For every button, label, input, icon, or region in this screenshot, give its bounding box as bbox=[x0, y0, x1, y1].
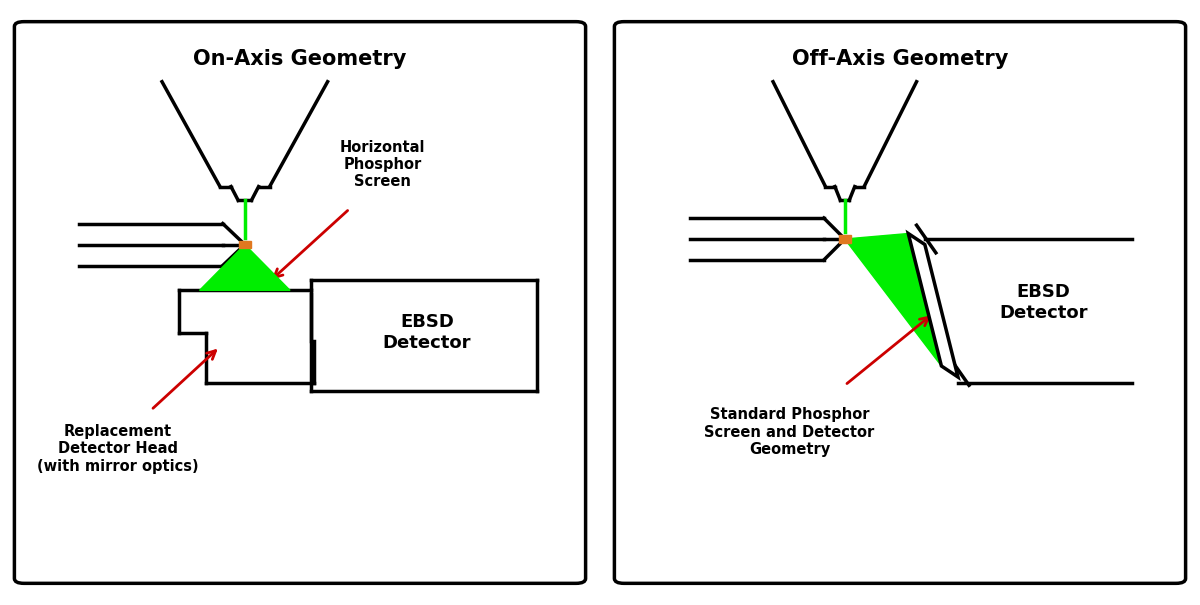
Polygon shape bbox=[199, 244, 290, 290]
Text: EBSD
Detector: EBSD Detector bbox=[1000, 283, 1087, 322]
Text: Standard Phosphor
Screen and Detector
Geometry: Standard Phosphor Screen and Detector Ge… bbox=[704, 407, 875, 457]
Text: Replacement
Detector Head
(with mirror optics): Replacement Detector Head (with mirror o… bbox=[37, 424, 199, 474]
Bar bbox=[239, 241, 251, 248]
Polygon shape bbox=[845, 234, 942, 366]
Text: Off-Axis Geometry: Off-Axis Geometry bbox=[792, 48, 1008, 68]
Bar bbox=[839, 235, 851, 243]
Text: EBSD
Detector: EBSD Detector bbox=[383, 313, 472, 352]
Text: Horizontal
Phosphor
Screen: Horizontal Phosphor Screen bbox=[340, 140, 426, 189]
Polygon shape bbox=[908, 234, 958, 377]
Text: On-Axis Geometry: On-Axis Geometry bbox=[193, 48, 407, 68]
